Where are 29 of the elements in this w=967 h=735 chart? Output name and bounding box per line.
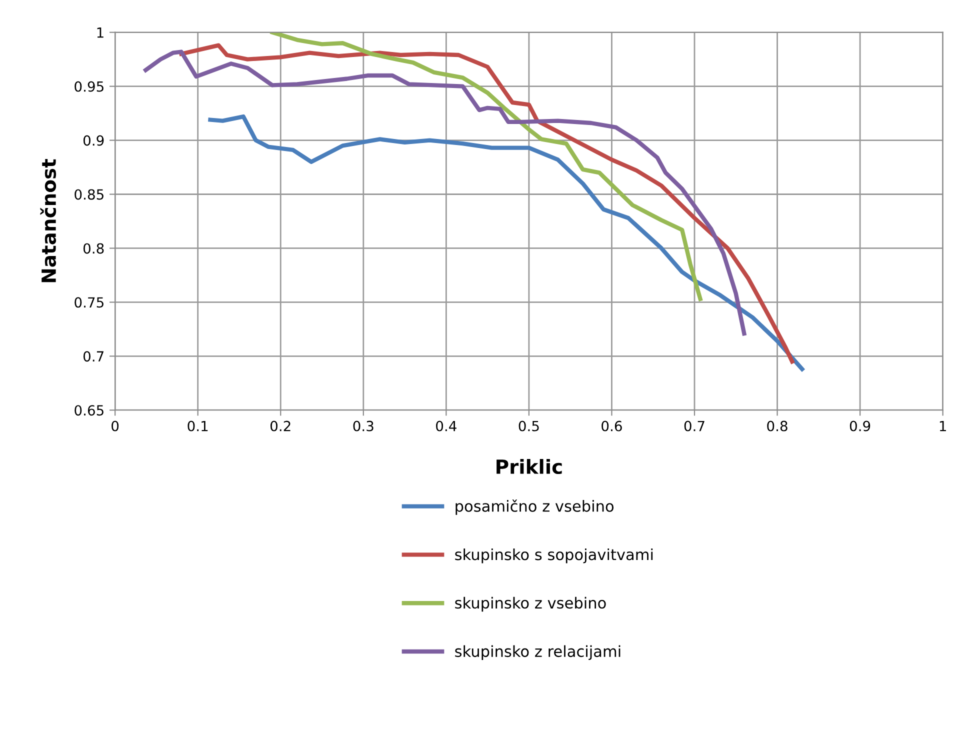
x-tick-label: 0 <box>112 420 119 432</box>
y-tick-label: 0.9 <box>83 135 104 146</box>
legend-label: skupinsko s sopojavitvami <box>455 548 653 564</box>
x-tick-label: 0.6 <box>602 420 622 432</box>
legend-label: skupinsko z vsebino <box>455 596 606 612</box>
x-tick-label: 0.3 <box>353 420 374 432</box>
y-tick-label: 0.95 <box>74 81 104 92</box>
x-tick-label: 0.2 <box>270 420 290 432</box>
y-tick-label: 0.65 <box>74 405 104 416</box>
y-tick-label: 0.7 <box>83 351 104 362</box>
y-tick-label: 0.85 <box>74 189 104 200</box>
legend-label: skupinsko z relacijami <box>455 645 620 660</box>
x-tick-label: 0.9 <box>850 420 870 432</box>
line-series <box>144 50 746 336</box>
line-series <box>270 32 702 302</box>
x-axis-title: Priklic <box>496 458 562 474</box>
x-tick-label: 0.7 <box>684 420 704 432</box>
line-series <box>179 43 794 364</box>
x-tick-label: 1 <box>940 420 946 432</box>
x-tick-label: 0.8 <box>767 420 788 432</box>
legend-label: posamično z vsebino <box>456 499 614 515</box>
line-series <box>208 114 804 372</box>
x-tick-label: 0.1 <box>188 420 208 432</box>
y-tick-label: 0.75 <box>74 297 104 308</box>
y-axis-title: Natančnost <box>40 159 56 282</box>
x-tick-label: 0.5 <box>518 420 539 432</box>
y-tick-label: 0.8 <box>83 243 104 254</box>
y-tick-label: 1 <box>97 27 104 38</box>
x-tick-label: 0.4 <box>436 420 456 432</box>
